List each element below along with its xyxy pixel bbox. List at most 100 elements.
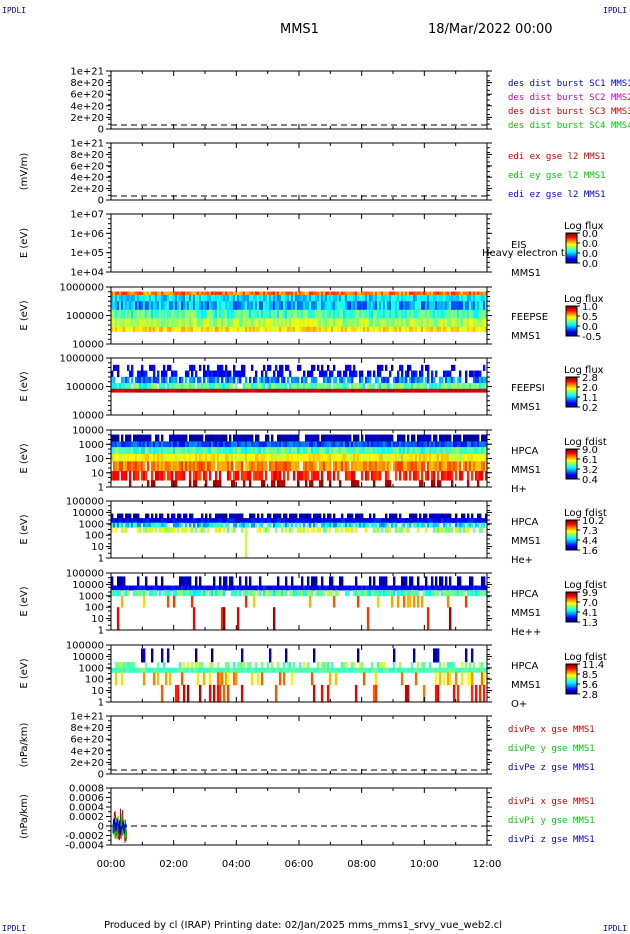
legend-entry: divPi y gse MMS1 <box>508 816 595 826</box>
divpi-trace-2 <box>112 818 127 835</box>
ytick-label: 0 <box>98 125 104 136</box>
colorbar-title: Log flux <box>564 294 604 305</box>
ylabel-1: (mV/m) <box>19 153 30 191</box>
colorbar-6 <box>566 520 577 551</box>
side-label: HPCA <box>511 517 539 528</box>
legend-entry: edi ez gse l2 MMS1 <box>508 190 606 200</box>
side-label: HPCA <box>511 446 539 457</box>
panel-frame-10 <box>110 787 488 846</box>
ytick-label: -0.0002 <box>65 831 104 842</box>
ytick-label: 0.0008 <box>69 784 104 795</box>
ytick-label: 100 <box>85 531 104 542</box>
colorbar-tick-label: 4.4 <box>582 536 598 547</box>
colorbar-tick-label: 7.3 <box>582 526 598 537</box>
side-label: MMS1 <box>511 402 541 413</box>
ytick-label: 1e+07 <box>70 210 104 221</box>
legend-entry: des dist burst SC1 MMS1 <box>508 79 630 89</box>
colorbar-tick-label: 1.6 <box>582 546 598 557</box>
ytick-label: 8e+20 <box>70 150 104 161</box>
ytick-label: 100 <box>85 454 104 465</box>
colorbar-5 <box>566 449 577 480</box>
date-title: 18/Mar/2022 00:00 <box>428 22 553 37</box>
ytick-label: 1e+21 <box>70 67 104 78</box>
legend-entry: divPe y gse MMS1 <box>508 744 595 754</box>
colorbar-tick-label: 1.0 <box>582 302 598 313</box>
legend-entry: des dist burst SC3 MMS3 <box>508 107 630 117</box>
panel-frame-2 <box>110 213 488 273</box>
colorbar-frame-2 <box>565 232 578 264</box>
colorbar-tick-label: 5.6 <box>582 680 598 691</box>
colorbar-tick-label: 0.0 <box>582 249 598 260</box>
colorbar-7 <box>566 592 577 623</box>
ytick-label: 100000 <box>66 497 104 508</box>
side-label: He++ <box>511 627 541 638</box>
ytick-label: 10000 <box>72 340 104 351</box>
ytick-label: 100000 <box>66 641 104 652</box>
ytick-label: 0 <box>98 770 104 781</box>
heatmap-8 <box>111 648 488 703</box>
ytick-label: 1000 <box>79 519 104 530</box>
heatmap-7 <box>111 576 488 631</box>
ytick-label: 2e+20 <box>70 184 104 195</box>
colorbar-tick-label: 0.0 <box>582 229 598 240</box>
colorbar-3 <box>566 306 577 337</box>
ytick-label: 100000 <box>66 311 104 322</box>
heatmap-6 <box>111 513 488 559</box>
colorbar-tick-label: 0.0 <box>582 322 598 333</box>
spacecraft-title: MMS1 <box>280 22 319 37</box>
colorbar-tick-label: -0.5 <box>582 332 602 343</box>
ytick-label: 10 <box>91 686 104 697</box>
ytick-label: 0.0006 <box>69 793 104 804</box>
ytick-label: 2e+20 <box>70 758 104 769</box>
colorbar-tick-label: 3.2 <box>582 465 598 476</box>
ytick-label: 6e+20 <box>70 90 104 101</box>
colorbar-8 <box>566 664 577 695</box>
legend-entry: divPe x gse MMS1 <box>508 725 595 735</box>
ytick-label: -0.0004 <box>65 841 104 852</box>
side-label: O+ <box>511 699 527 710</box>
ytick-label: 4e+20 <box>70 101 104 112</box>
panel-frame-0 <box>110 70 488 130</box>
time-tick-label: 08:00 <box>347 859 376 870</box>
ytick-label: 10 <box>91 542 104 553</box>
side-label: MMS1 <box>511 680 541 691</box>
colorbar-tick-label: 10.2 <box>582 516 604 527</box>
ytick-label: 1e+04 <box>70 268 104 279</box>
ytick-label: 1000 <box>79 591 104 602</box>
ytick-label: 8e+20 <box>70 78 104 89</box>
colorbar-title: Log fdist <box>564 508 607 519</box>
colorbar-title: Log flux <box>564 221 604 232</box>
ytick-label: 10000 <box>72 426 104 437</box>
ytick-label: 100 <box>85 675 104 686</box>
side-label: FEEPSI <box>511 383 545 394</box>
ytick-label: 1 <box>98 554 104 565</box>
ytick-label: 1 <box>98 626 104 637</box>
ytick-label: 8e+20 <box>70 723 104 734</box>
time-tick-label: 02:00 <box>159 859 188 870</box>
side-label: FEEPSE <box>511 312 548 323</box>
colorbar-tick-label: 0.0 <box>582 259 598 270</box>
panel-frame-9 <box>110 715 488 775</box>
ytick-label: 0.0004 <box>69 803 104 814</box>
colorbar-frame-8 <box>565 663 578 695</box>
heatmap-4 <box>111 364 488 393</box>
time-tick-label: 06:00 <box>285 859 314 870</box>
colorbar-tick-label: 6.1 <box>582 455 598 466</box>
ytick-label: 10 <box>91 614 104 625</box>
ytick-label: 0 <box>98 196 104 207</box>
divpi-traces <box>112 808 127 843</box>
ytick-label: 1000000 <box>59 354 104 365</box>
side-label: He+ <box>511 555 533 566</box>
side-label: H+ <box>511 484 527 495</box>
ytick-label: 10000 <box>72 580 104 591</box>
legend-entry: edi ex gse l2 MMS1 <box>508 152 606 162</box>
side-label: HPCA <box>511 661 539 672</box>
legend-entry: edi ey gse l2 MMS1 <box>508 171 606 181</box>
colorbar-frame-4 <box>565 376 578 408</box>
colorbar-title: Log flux <box>564 365 604 376</box>
corner-label-tl: IPDLI <box>2 6 27 15</box>
ytick-label: 100 <box>85 603 104 614</box>
time-tick-label: 00:00 <box>97 859 126 870</box>
overlay-label: Heavy electron to <box>482 248 571 259</box>
